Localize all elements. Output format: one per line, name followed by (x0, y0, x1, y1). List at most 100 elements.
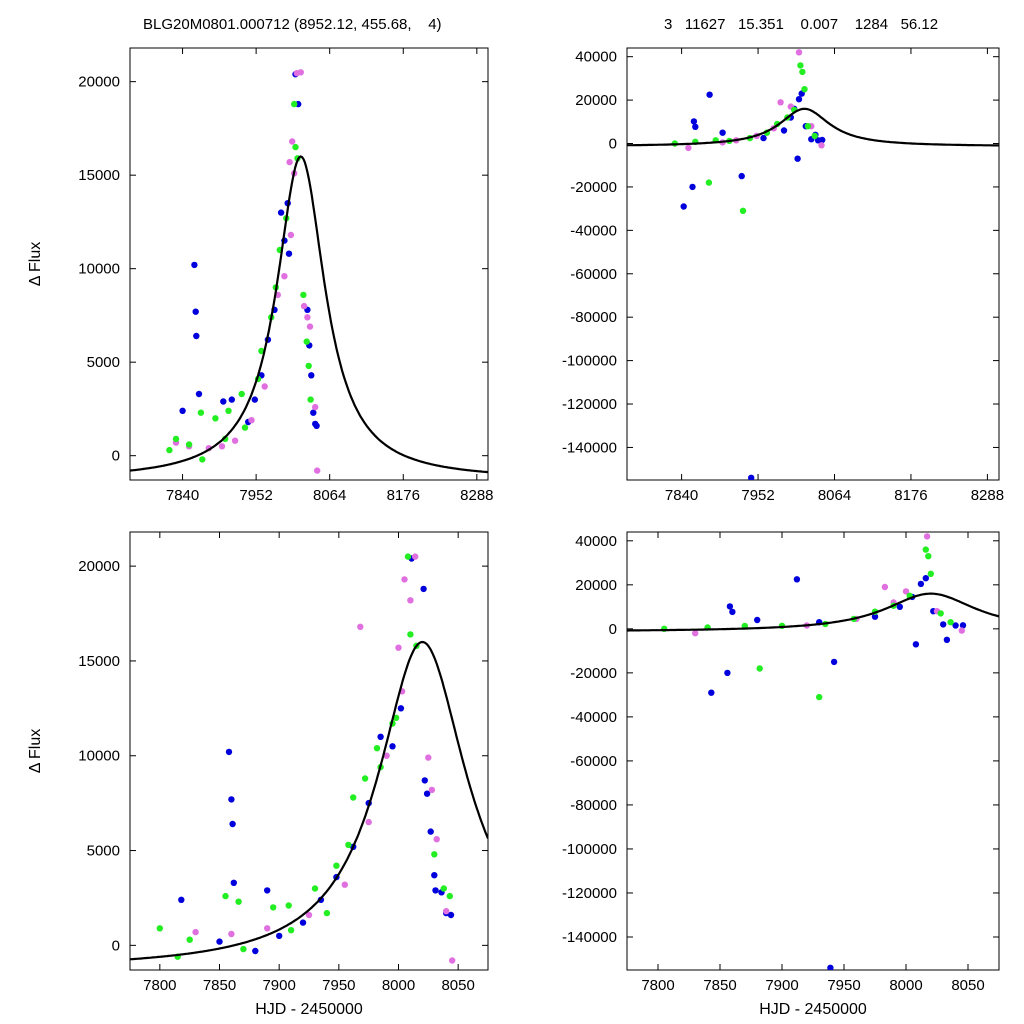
data-point-green (440, 885, 447, 892)
data-point-magenta (231, 437, 239, 444)
data-point-blue (252, 947, 259, 955)
data-point-green (235, 898, 242, 905)
y-tick-label: -140000 (562, 929, 617, 946)
data-point-blue (754, 616, 761, 624)
x-tick-label: 7850 (703, 977, 736, 994)
data-point-blue (794, 155, 801, 162)
data-point-green (303, 338, 310, 345)
data-point-blue (431, 872, 438, 879)
y-tick-label: 15000 (78, 653, 120, 670)
model-curve (130, 155, 488, 474)
data-point-blue (760, 134, 767, 142)
data-point-blue (228, 796, 235, 803)
y-tick-label: 40000 (575, 49, 617, 66)
data-point-blue (795, 96, 803, 103)
x-tick-label: 7850 (203, 977, 236, 994)
data-point-green (797, 62, 804, 69)
data-point-green (185, 441, 193, 448)
data-point-magenta (192, 928, 199, 936)
data-point-magenta (261, 383, 268, 390)
x-tick-label: 7840 (166, 487, 199, 504)
fit-params-header: 3 11627 15.351 0.007 1284 56.12 (664, 16, 939, 33)
y-axis-label: Δ Flux (27, 242, 44, 286)
data-point-blue (228, 396, 235, 403)
data-point-blue (748, 474, 755, 480)
y-tick-label: -100000 (562, 841, 617, 858)
x-tick-label: 7840 (665, 487, 698, 504)
data-point-magenta (795, 49, 803, 56)
data-point-magenta (425, 754, 432, 761)
data-point-green (345, 841, 352, 849)
y-tick-label: -40000 (570, 709, 617, 726)
data-point-blue (178, 896, 185, 903)
data-point-blue (216, 938, 223, 945)
data-point-green (361, 775, 369, 782)
y-tick-label: -60000 (570, 266, 617, 283)
data-point-magenta (407, 597, 414, 604)
data-point-magenta (428, 786, 436, 794)
data-points (661, 533, 967, 970)
data-point-blue (447, 911, 455, 919)
data-point-green (756, 665, 763, 672)
data-point-green (799, 68, 806, 76)
data-point-green (212, 415, 219, 422)
data-point-green (292, 143, 299, 151)
x-tick-label: 7800 (143, 977, 176, 994)
data-point-blue (193, 332, 200, 340)
data-point-blue (871, 613, 879, 620)
data-point-blue (308, 372, 315, 379)
y-axis-label: Δ Flux (27, 729, 44, 773)
data-point-green (925, 553, 932, 560)
y-tick-label: 40000 (575, 533, 617, 550)
data-point-blue (952, 622, 959, 629)
data-point-blue (251, 396, 258, 403)
y-tick-label: 20000 (78, 74, 120, 91)
data-point-magenta (881, 583, 889, 591)
data-point-magenta (314, 467, 321, 474)
data-point-magenta (305, 911, 313, 919)
x-axis-label: HJD - 2450000 (759, 1001, 867, 1018)
data-point-blue (719, 129, 726, 136)
data-point-blue (377, 733, 384, 740)
data-point-blue (420, 585, 427, 593)
data-point-green (199, 456, 206, 463)
data-point-green (404, 553, 412, 560)
x-tick-label: 8288 (971, 487, 1004, 504)
data-point-green (307, 396, 314, 403)
x-tick-label: 8176 (894, 487, 927, 504)
data-point-magenta (818, 142, 825, 149)
data-point-blue (780, 127, 788, 134)
data-point-green (373, 745, 381, 752)
data-point-blue (726, 603, 734, 610)
y-tick-label: -80000 (570, 797, 617, 814)
data-point-blue (229, 820, 236, 828)
data-point-green (323, 909, 331, 917)
panel-top-right: 7840 7952 8064 8176 8288 40000 20000 0 -20000 -40… (562, 47, 1004, 504)
data-point-magenta (297, 69, 304, 76)
data-point-magenta (685, 144, 692, 152)
data-point-magenta (357, 623, 364, 630)
data-point-blue (225, 748, 233, 756)
data-point-green (927, 570, 934, 577)
x-tick-label: 8000 (889, 977, 922, 994)
x-tick-label: 8000 (382, 977, 415, 994)
data-point-blue (724, 669, 731, 677)
plot-frame (626, 531, 1000, 971)
data-point-blue (819, 136, 826, 144)
y-tick-label: -120000 (562, 396, 617, 413)
data-point-magenta (383, 752, 390, 759)
data-point-green (392, 714, 400, 721)
data-point-green (156, 925, 163, 932)
data-point-magenta (449, 957, 456, 964)
data-point-magenta (395, 644, 402, 651)
data-point-green (811, 132, 818, 140)
data-point-green (300, 291, 307, 299)
data-point-green (333, 862, 340, 869)
y-tick-label: 5000 (87, 354, 120, 371)
data-point-blue (195, 390, 203, 398)
data-point-green (937, 610, 944, 617)
model-curve (627, 107, 999, 147)
x-tick-label: 8050 (951, 977, 984, 994)
data-point-magenta (286, 158, 293, 166)
panel-top-left: 7840 7952 8064 8176 8288 0 5000 10000 15000 20000… (27, 47, 494, 504)
